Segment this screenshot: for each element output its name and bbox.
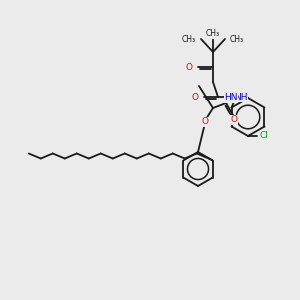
Text: Cl: Cl [260,131,269,140]
Text: CH₃: CH₃ [206,29,220,38]
Text: O: O [186,62,193,71]
Text: HN: HN [224,94,238,103]
Text: CH₃: CH₃ [182,34,196,43]
Text: NH: NH [234,92,247,101]
Text: O: O [230,116,238,124]
Text: CH₃: CH₃ [230,34,244,43]
Text: O: O [192,92,199,101]
Text: O: O [202,118,208,127]
